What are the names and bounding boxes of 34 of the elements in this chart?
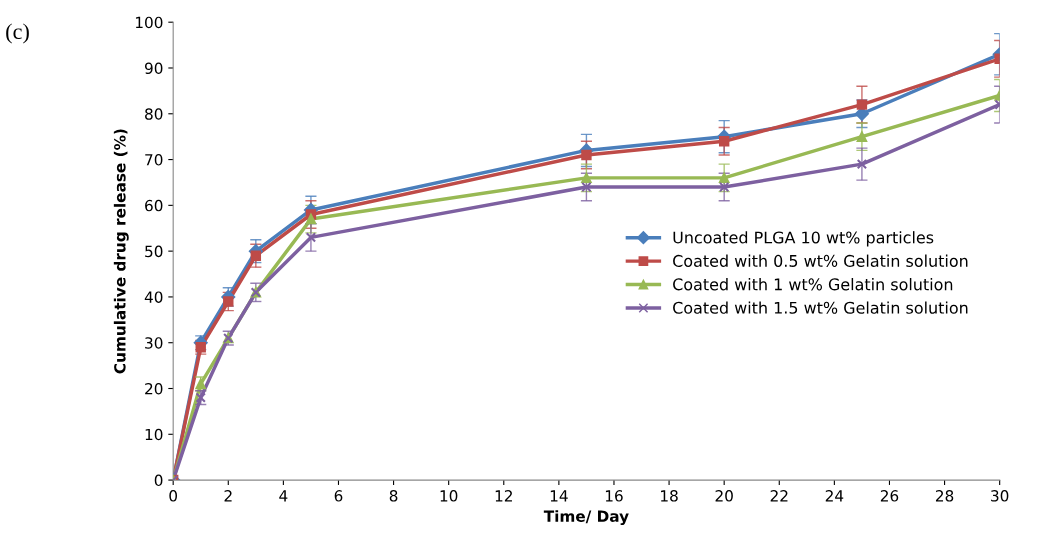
x-tick-label: 10 [440, 490, 458, 502]
x-tick-label: 16 [605, 490, 623, 502]
legend-label: Coated with 1.5 wt% Gelatin solution [673, 301, 968, 314]
y-tick-label: 30 [145, 337, 163, 349]
x-tick-label: 28 [935, 490, 954, 502]
y-tick-label: 20 [145, 382, 163, 395]
x-tick-label: 2 [224, 490, 232, 502]
x-tick-label: 12 [495, 490, 512, 502]
x-tick-label: 18 [661, 490, 678, 502]
x-tick-label: 30 [991, 490, 1009, 502]
legend-label: Uncoated PLGA 10 wt% particles [673, 231, 934, 247]
text: (c) [6, 23, 29, 44]
y-tick-label: 80 [145, 108, 163, 120]
y-axis-title: Cumulative drug release (%) [113, 129, 129, 374]
x-tick-label: 4 [279, 490, 288, 502]
x-tick-label: 14 [550, 490, 568, 502]
legend-label: Coated with 0.5 wt% Gelatin solution [673, 254, 968, 267]
x-tick-label: 26 [880, 490, 899, 502]
x-axis-title: Time/ Day [543, 510, 629, 526]
y-tick-label: 40 [144, 291, 163, 303]
x-tick-label: 8 [389, 490, 398, 502]
y-tick-label: 60 [145, 199, 163, 212]
y-tick-label: 90 [144, 62, 163, 75]
legend-label: Coated with 1 wt% Gelatin solution [673, 278, 953, 291]
x-tick-label: 6 [334, 490, 343, 502]
x-tick-label: 22 [770, 490, 788, 502]
x-tick-label: 0 [169, 490, 178, 502]
y-tick-label: 50 [145, 245, 163, 258]
x-tick-label: 20 [715, 490, 733, 502]
y-tick-label: 0 [154, 474, 163, 487]
y-tick-label: 70 [145, 154, 163, 166]
y-tick-label: 10 [145, 428, 163, 441]
x-tick-label: 24 [825, 490, 844, 502]
y-tick-label: 100 [135, 16, 163, 29]
